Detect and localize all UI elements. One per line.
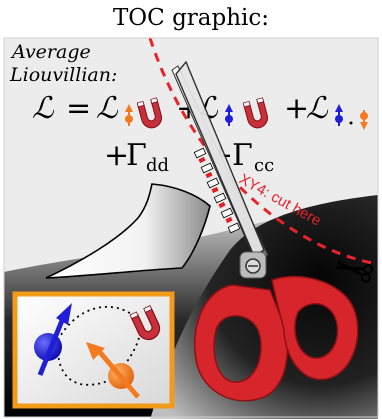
spin-inset bbox=[12, 291, 175, 409]
liouvillian-symbol-3: ℒ bbox=[306, 91, 329, 126]
blue-spin-arrow bbox=[56, 303, 72, 325]
inset-magnet-icon bbox=[129, 305, 161, 341]
magnet-icon-2 bbox=[242, 97, 269, 129]
spin-up-icon bbox=[125, 104, 133, 126]
dot-separator bbox=[349, 121, 353, 125]
ruler-ticks bbox=[198, 156, 233, 224]
spin-blue-icon bbox=[225, 104, 233, 126]
gamma-dd: Γ bbox=[126, 138, 147, 173]
spin-blue-icon-2 bbox=[335, 104, 343, 126]
small-scissors-icon bbox=[336, 260, 374, 283]
magnet-icon bbox=[136, 97, 163, 129]
average-label: Average bbox=[10, 41, 91, 63]
equation-line-1: ℒ = ℒ + ℒ + ℒ bbox=[32, 91, 329, 126]
spin-down-icon bbox=[360, 110, 368, 130]
equals-sign: = bbox=[66, 91, 91, 126]
cut-line bbox=[148, 37, 379, 266]
ruler-marks bbox=[193, 147, 241, 234]
scissors-icon bbox=[171, 60, 359, 402]
scissors-handle-right bbox=[271, 275, 359, 381]
plus-sign-2: + bbox=[284, 91, 309, 126]
subscript-dd: dd bbox=[146, 155, 169, 176]
panel-frame bbox=[3, 37, 379, 418]
header-title: TOC graphic: bbox=[112, 5, 270, 31]
subscript-cc: cc bbox=[254, 155, 274, 176]
liouvillian-symbol-1: ℒ bbox=[96, 91, 119, 126]
curled-sheet bbox=[45, 183, 211, 279]
orange-spin-arrow bbox=[86, 342, 105, 360]
liouvillian-label: Liouvillian: bbox=[9, 64, 117, 86]
gamma-cc: Γ bbox=[232, 138, 253, 173]
plus-sign-3: + bbox=[104, 138, 129, 173]
liouvillian-symbol-lhs: ℒ bbox=[32, 91, 55, 126]
